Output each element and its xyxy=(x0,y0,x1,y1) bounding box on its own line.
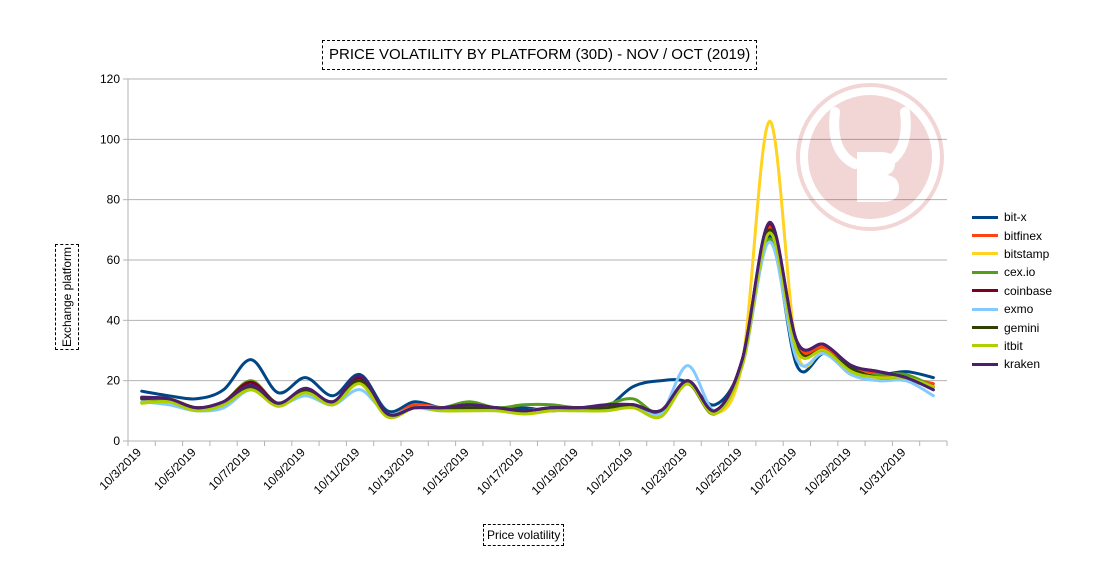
x-tick-label: 10/29/2019 xyxy=(802,445,855,498)
x-axis-ticks: 10/3/2019 10/5/2019 10/7/2019 10/9/2019 10/1… xyxy=(96,441,948,498)
y-tick-label: 0 xyxy=(113,434,120,448)
x-tick-label: 10/11/2019 xyxy=(311,445,363,497)
y-tick-label: 60 xyxy=(107,253,121,267)
x-tick-label: 10/13/2019 xyxy=(365,445,418,498)
series-line-itbit xyxy=(140,231,935,420)
x-tick-label: 10/31/2019 xyxy=(856,445,909,498)
legend-item: kraken xyxy=(972,355,1052,373)
legend-item: bitstamp xyxy=(972,245,1052,263)
x-axis-label: Price volatility xyxy=(483,524,565,546)
legend: bit-x bitfinex bitstamp cex.io coinbase exmo g… xyxy=(972,208,1052,374)
grid-lines xyxy=(128,78,947,442)
legend-label: itbit xyxy=(1004,338,1023,353)
legend-label: bitfinex xyxy=(1004,228,1043,243)
chart-title: PRICE VOLATILITY BY PLATFORM (30D) - NOV… xyxy=(322,40,758,70)
legend-swatch xyxy=(972,344,998,348)
legend-item: coinbase xyxy=(972,282,1052,300)
legend-label: cex.io xyxy=(1004,265,1036,280)
legend-item: bitfinex xyxy=(972,226,1052,244)
series-lines xyxy=(140,119,935,420)
legend-swatch xyxy=(972,252,998,256)
x-tick-label: 10/21/2019 xyxy=(583,445,636,498)
legend-label: gemini xyxy=(1004,320,1040,335)
y-tick-label: 100 xyxy=(100,132,120,146)
x-tick-label: 10/5/2019 xyxy=(151,445,199,493)
x-tick-label: 10/9/2019 xyxy=(260,445,308,493)
series-line-kraken xyxy=(140,220,935,417)
legend-swatch xyxy=(972,289,998,293)
y-axis-ticks: 0 20 40 60 80 100 120 xyxy=(100,72,128,448)
legend-swatch xyxy=(972,326,998,330)
x-tick-label: 10/7/2019 xyxy=(206,445,254,493)
series-line-coinbase xyxy=(140,222,935,417)
y-tick-label: 40 xyxy=(107,313,121,327)
legend-label: bit-x xyxy=(1004,210,1027,225)
y-axis-label-box: Exchange platform xyxy=(55,244,79,350)
legend-swatch xyxy=(972,307,998,311)
legend-label: exmo xyxy=(1004,302,1034,317)
x-tick-label: 10/27/2019 xyxy=(747,445,800,498)
y-axis-label: Exchange platform xyxy=(60,246,74,348)
legend-label: coinbase xyxy=(1004,283,1053,298)
legend-item: cex.io xyxy=(972,263,1052,281)
y-tick-label: 120 xyxy=(100,72,120,86)
legend-label: bitstamp xyxy=(1004,246,1050,261)
x-tick-label: 10/19/2019 xyxy=(529,445,582,498)
logo-watermark xyxy=(795,82,945,232)
x-tick-label: 10/3/2019 xyxy=(96,445,144,493)
legend-item: itbit xyxy=(972,337,1052,355)
x-tick-label: 10/15/2019 xyxy=(419,445,472,498)
y-tick-label: 80 xyxy=(107,193,121,207)
legend-item: exmo xyxy=(972,300,1052,318)
legend-swatch xyxy=(972,215,998,219)
x-tick-label: 10/23/2019 xyxy=(638,445,691,498)
legend-swatch xyxy=(972,234,998,238)
y-tick-label: 20 xyxy=(107,374,121,388)
legend-swatch xyxy=(972,270,998,274)
x-tick-label: 10/25/2019 xyxy=(692,445,745,498)
legend-item: gemini xyxy=(972,318,1052,336)
x-tick-label: 10/17/2019 xyxy=(474,445,527,498)
legend-item: bit-x xyxy=(972,208,1052,226)
legend-label: kraken xyxy=(1004,357,1041,372)
legend-swatch xyxy=(972,362,998,366)
